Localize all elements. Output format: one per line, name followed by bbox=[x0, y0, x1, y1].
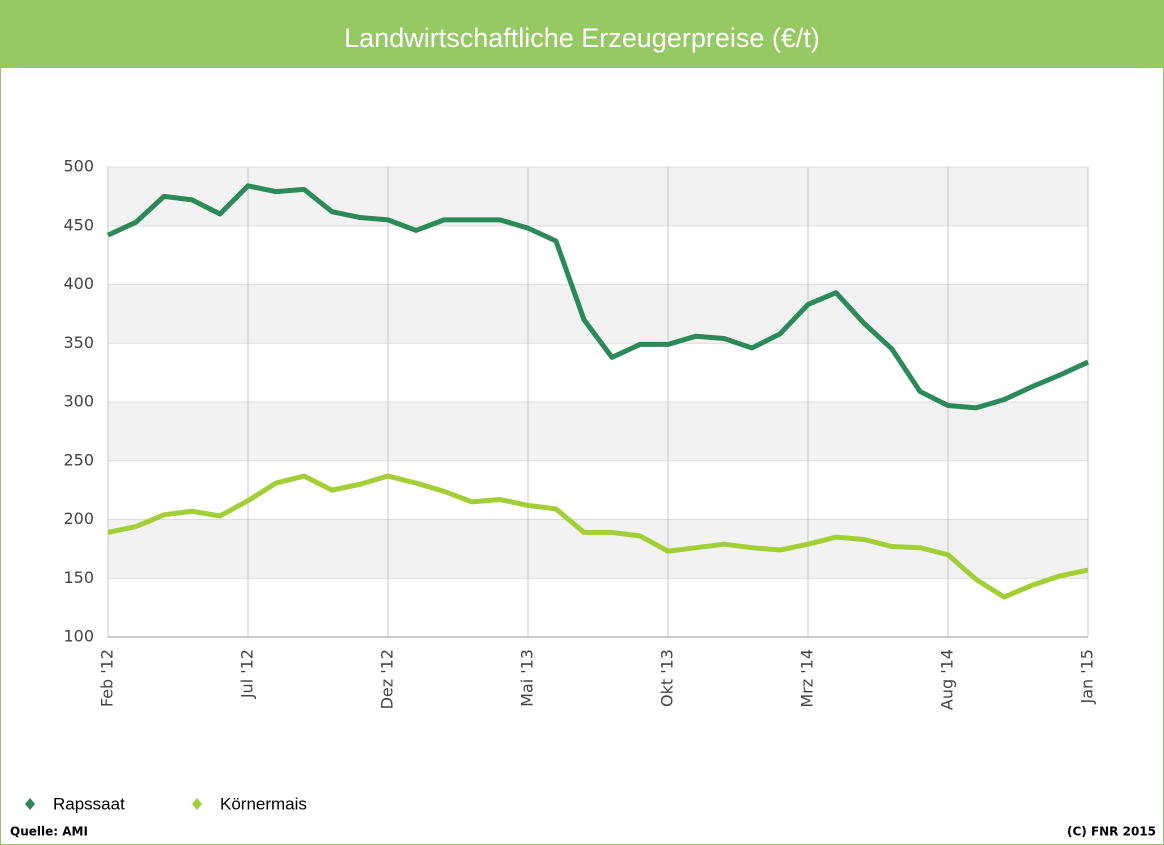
series-line bbox=[107, 473, 1089, 600]
y-tick-label: 500 bbox=[63, 157, 94, 176]
x-tick-label: Feb '12 bbox=[98, 649, 117, 707]
y-tick-label: 300 bbox=[63, 392, 94, 411]
y-tick-label: 400 bbox=[63, 274, 94, 293]
y-tick-label: 150 bbox=[63, 568, 94, 587]
x-tick-label: Jan '15 bbox=[1078, 649, 1097, 705]
y-tick-label: 350 bbox=[63, 333, 94, 352]
x-tick-label: Mrz '14 bbox=[798, 649, 817, 708]
x-tick-label: Okt '13 bbox=[658, 649, 677, 707]
grid-band bbox=[108, 402, 1088, 461]
plot-area: 100 150 200 250 300 350 400 450 500 Feb '12 Jul '1… bbox=[63, 157, 1096, 711]
legend-label: Rapssaat bbox=[53, 794, 125, 813]
x-tick-label: Jul '12 bbox=[238, 649, 257, 699]
y-tick-label: 250 bbox=[63, 450, 94, 469]
chart-title: Landwirtschaftliche Erzeugerpreise (€/t) bbox=[344, 23, 820, 53]
source: Quelle: AMI bbox=[10, 825, 88, 839]
legend-marker bbox=[25, 798, 35, 810]
legend-marker bbox=[192, 798, 202, 810]
x-tick-label: Dez '12 bbox=[378, 649, 397, 709]
series-line bbox=[106, 183, 1090, 411]
copyright: (C) FNR 2015 bbox=[1067, 825, 1156, 839]
y-tick-label: 100 bbox=[63, 627, 94, 646]
header-bar bbox=[0, 0, 1164, 68]
legend-label: Körnermais bbox=[220, 794, 307, 813]
grid-band bbox=[108, 167, 1088, 226]
x-tick-label: Aug '14 bbox=[938, 649, 957, 710]
y-tick-label: 200 bbox=[63, 509, 94, 528]
x-tick-label: Mai '13 bbox=[518, 649, 537, 707]
grid-band bbox=[108, 284, 1088, 344]
y-tick-label: 450 bbox=[63, 215, 94, 234]
grid-band bbox=[108, 519, 1088, 579]
